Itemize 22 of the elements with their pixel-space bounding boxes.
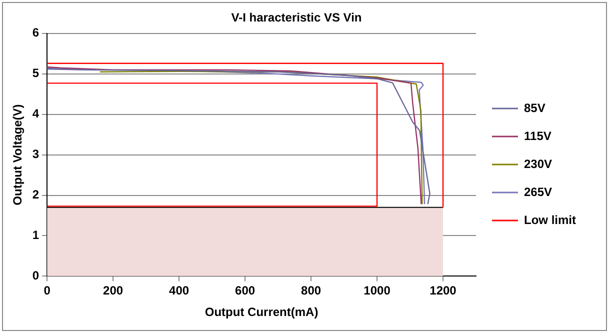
- x-tick-label: 1200: [430, 284, 457, 298]
- x-tick-label: 0: [44, 284, 51, 298]
- x-tick-label: 1000: [364, 284, 391, 298]
- legend-label: 115V: [524, 128, 552, 143]
- legend-label: 265V: [524, 184, 552, 199]
- y-tick-label: 4: [32, 106, 40, 121]
- y-axis-title: Output Voltage(V): [10, 104, 25, 206]
- x-tick-label: 400: [169, 284, 190, 298]
- legend-label: 85V: [524, 100, 546, 115]
- x-axis-title: Output Current(mA): [204, 305, 318, 320]
- y-tick-label: 0: [32, 268, 40, 283]
- y-tick-label: 3: [32, 147, 40, 162]
- x-tick-label: 600: [235, 284, 256, 298]
- y-tick-label: 1: [32, 228, 40, 242]
- chart-title: V-I haracteristic VS Vin: [231, 10, 362, 25]
- x-tick-label: 200: [103, 284, 124, 298]
- y-tick-label: 2: [32, 188, 40, 202]
- legend-label: Low limit: [524, 212, 576, 227]
- y-tick-label: 6: [32, 26, 40, 40]
- legend-label: 230V: [524, 156, 552, 171]
- y-tick-label: 5: [32, 66, 40, 80]
- x-tick-label: 800: [301, 284, 322, 298]
